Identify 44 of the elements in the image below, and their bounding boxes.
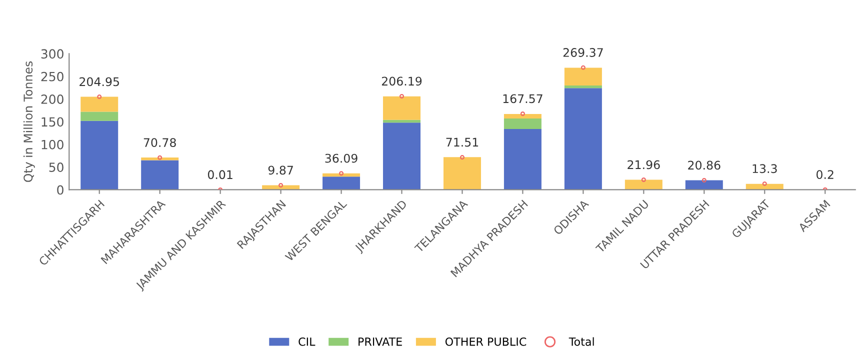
y-tick-label: 150 [42,117,64,127]
bar [624,180,662,190]
bar [564,68,602,86]
legend-label: CIL [298,337,316,346]
data-label: 9.87 [268,166,293,175]
bar [141,160,179,190]
y-tick-label: 300 [41,49,64,59]
bar [141,158,179,160]
data-label: 71.51 [446,138,478,147]
data-label: 20.86 [688,160,720,170]
bar [383,96,421,120]
y-tick-label: 50 [49,162,64,172]
bar [685,180,723,190]
bar [80,120,118,190]
y-tick-label: 200 [41,94,64,104]
legend-label: OTHER PUBLIC [445,337,526,346]
data-label: 36.09 [325,154,358,163]
data-label: 0.01 [208,170,232,180]
legend-label: PRIVATE [358,338,402,346]
bar [322,173,360,177]
y-axis-title: Qty in Million Tonnes [23,61,35,182]
data-label: 21.96 [628,160,660,170]
bar [564,85,602,88]
bar [80,112,118,121]
bar [322,176,360,190]
bar [383,122,421,190]
data-label: 0.2 [816,170,834,180]
bar [564,88,602,190]
bar [504,114,542,119]
data-label: 13.3 [752,164,777,174]
y-tick-label: 250 [41,72,64,82]
bar [80,96,118,112]
data-label: 269.37 [563,48,603,57]
data-label: 70.78 [144,138,176,148]
legend-label: Total [568,337,594,346]
y-tick-label: 100 [42,140,64,150]
bar [504,118,542,129]
bar [383,120,421,123]
data-label: 167.57 [503,94,542,104]
bar [443,157,481,190]
bar [504,128,542,190]
data-label: 206.19 [382,76,422,86]
data-label: 204.95 [80,77,119,86]
y-tick-label: 0 [57,185,64,195]
